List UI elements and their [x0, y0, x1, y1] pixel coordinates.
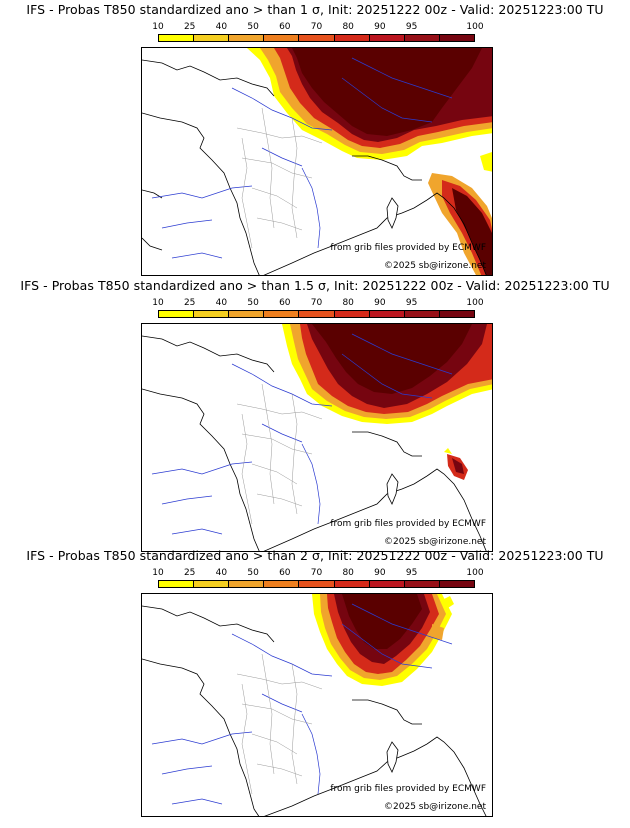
colorbar-segment — [194, 311, 230, 317]
colorbar-segment — [334, 311, 370, 317]
probability-field — [247, 48, 492, 275]
colorbar-tick: 60 — [279, 22, 291, 32]
map-graphic — [142, 48, 492, 275]
rivers — [151, 603, 453, 805]
colorbar-segment — [334, 35, 370, 41]
colorbar-tick: 40 — [215, 568, 228, 578]
colorbar-segment — [229, 35, 265, 41]
colorbar-tick: 50 — [247, 568, 259, 578]
colorbar-tick: 10 — [152, 22, 164, 32]
colorbar — [158, 34, 475, 42]
colorbar-tick: 80 — [342, 22, 354, 32]
colorbar-tick: 50 — [247, 22, 259, 32]
colorbar-tick: 40 — [215, 298, 228, 308]
map-panel-2: IFS - Probas T850 standardized ano > tha… — [0, 276, 630, 552]
colorbar-tick: 25 — [183, 298, 196, 308]
colorbar-segment — [439, 311, 474, 317]
rivers — [151, 57, 453, 259]
credit-copyright: ©2025 sb@irizone.net — [384, 802, 486, 812]
colorbar-ticks: 10 25 40 50 60 70 80 90 95 100 — [152, 568, 483, 580]
colorbar-segment — [299, 311, 335, 317]
colorbar-segment — [194, 581, 230, 587]
colorbar-tick: 95 — [405, 298, 418, 308]
colorbar-segment — [229, 311, 265, 317]
map-graphic — [142, 594, 487, 816]
colorbar-segment — [404, 35, 440, 41]
coastlines — [142, 605, 487, 816]
rivers — [151, 333, 453, 535]
admin-boundaries — [236, 107, 323, 249]
colorbar-segment — [264, 311, 300, 317]
colorbar-tick: 90 — [374, 568, 386, 578]
colorbar-tick: 70 — [310, 568, 323, 578]
colorbar-tick: 70 — [310, 298, 323, 308]
panel-title: IFS - Probas T850 standardized ano > tha… — [20, 278, 610, 293]
colorbar-tick: 60 — [279, 568, 291, 578]
colorbar-tick: 100 — [466, 568, 484, 578]
colorbar-tick: 100 — [466, 298, 484, 308]
colorbar — [158, 580, 475, 588]
colorbar-segment — [264, 581, 300, 587]
colorbar-segment — [334, 581, 370, 587]
panel-title: IFS - Probas T850 standardized ano > tha… — [26, 2, 604, 17]
credit-copyright: ©2025 sb@irizone.net — [384, 261, 486, 271]
colorbar — [158, 310, 475, 318]
colorbar-tick: 50 — [247, 298, 259, 308]
colorbar-tick: 90 — [374, 298, 386, 308]
credit-source: from grib files provided by ECMWF — [330, 243, 486, 253]
colorbar-segment — [404, 581, 440, 587]
colorbar-tick: 80 — [342, 568, 354, 578]
colorbar-segment — [194, 35, 230, 41]
colorbar-tick: 95 — [405, 568, 418, 578]
colorbar-segment — [299, 581, 335, 587]
map-graphic — [142, 324, 492, 551]
coastlines — [142, 59, 487, 275]
colorbar-segment — [159, 35, 195, 41]
credit-source: from grib files provided by ECMWF — [330, 519, 486, 529]
colorbar-tick: 95 — [405, 22, 418, 32]
colorbar-tick: 70 — [310, 22, 323, 32]
colorbar-tick: 40 — [215, 22, 228, 32]
colorbar-tick: 25 — [183, 22, 196, 32]
colorbar-segment — [369, 311, 405, 317]
colorbar-ticks: 10 25 40 50 60 70 80 90 95 100 — [152, 22, 483, 34]
colorbar-segment — [159, 311, 195, 317]
credit-source: from grib files provided by ECMWF — [330, 784, 486, 794]
colorbar-segment — [369, 581, 405, 587]
probability-map: from grib files provided by ECMWF ©2025 … — [141, 47, 493, 276]
credit-copyright: ©2025 sb@irizone.net — [384, 537, 486, 547]
colorbar-segment — [264, 35, 300, 41]
colorbar-tick: 100 — [466, 22, 484, 32]
colorbar-tick: 25 — [183, 568, 196, 578]
colorbar-segment — [229, 581, 265, 587]
colorbar-segment — [159, 581, 195, 587]
probability-map: from grib files provided by ECMWF ©2025 … — [141, 323, 493, 552]
probability-field — [282, 324, 492, 480]
colorbar-tick: 10 — [152, 568, 164, 578]
colorbar-tick: 80 — [342, 298, 354, 308]
panel-title: IFS - Probas T850 standardized ano > tha… — [26, 548, 604, 563]
colorbar-segment — [369, 35, 405, 41]
map-panel-1: IFS - Probas T850 standardized ano > tha… — [0, 0, 630, 276]
admin-boundaries — [236, 383, 323, 525]
colorbar-segment — [439, 581, 474, 587]
admin-boundaries — [236, 653, 323, 795]
colorbar-segment — [439, 35, 474, 41]
colorbar-tick: 60 — [279, 298, 291, 308]
probability-map: from grib files provided by ECMWF ©2025 … — [141, 593, 493, 817]
colorbar-tick: 90 — [374, 22, 386, 32]
colorbar-tick: 10 — [152, 298, 164, 308]
colorbar-ticks: 10 25 40 50 60 70 80 90 95 100 — [152, 298, 483, 310]
probability-field — [312, 594, 454, 686]
coastlines — [142, 335, 487, 551]
map-panel-3: IFS - Probas T850 standardized ano > tha… — [0, 546, 630, 817]
colorbar-segment — [299, 35, 335, 41]
colorbar-segment — [404, 311, 440, 317]
